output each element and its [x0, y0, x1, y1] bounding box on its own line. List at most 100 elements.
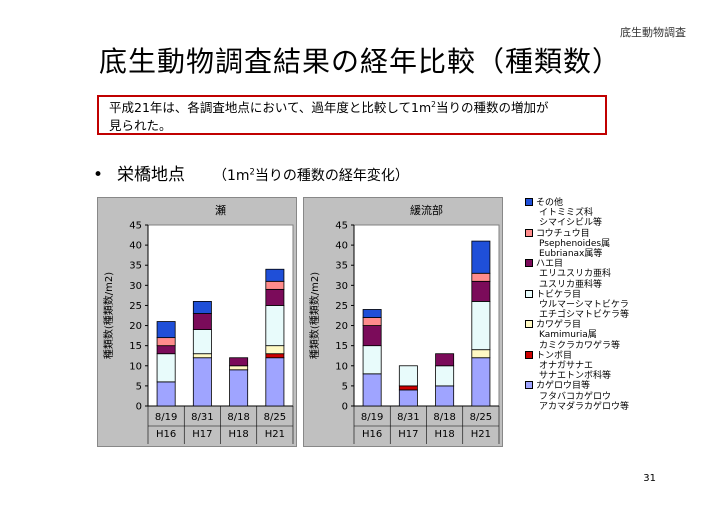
- year-label: H18: [435, 429, 455, 440]
- bar-segment-hae: [156, 345, 176, 355]
- chart-se: 瀬 0 5 10 15 20 25 30 35 40 45 種類数(種類数/m2) 8/19 H16 8/3…: [97, 197, 297, 447]
- bar-segment-tonbo: [398, 385, 418, 391]
- year-label: H18: [229, 429, 249, 440]
- bar-segment-kouchuu: [265, 280, 285, 290]
- legend-label: トビケラ目: [536, 289, 582, 300]
- legend-swatch: [525, 320, 533, 329]
- x-tick-label: 8/19: [155, 412, 177, 423]
- legend-item: エチゴシマトビケラ等: [539, 310, 630, 321]
- bar-segment-kouchuu: [156, 337, 176, 347]
- bar-segment-hae: [229, 357, 249, 367]
- bar-segment-hae: [192, 313, 212, 330]
- legend-swatch: [525, 259, 533, 268]
- legend-item: フタバコカゲロウ: [539, 391, 612, 402]
- legend-item: サナエトンボ科等: [539, 371, 612, 382]
- legend-item: エリユスリカ亜科: [539, 269, 612, 280]
- year-label: H17: [192, 429, 212, 440]
- y-tick-label: 45: [335, 221, 348, 232]
- chart-kanryubu: 緩流部 0 5 10 15 20 25 30 35 40 45 種類数(種類数/m2) 8/19 H16 8…: [303, 197, 503, 447]
- bar-segment-kagerou_sub: [435, 385, 455, 407]
- legend-item: カミクラカワゲラ等: [539, 340, 621, 351]
- chart-title: 緩流部: [410, 203, 443, 217]
- y-tick-label: 30: [129, 281, 142, 292]
- legend-swatch: [525, 381, 533, 390]
- bar-segment-kagerou: [229, 365, 249, 371]
- bar-segment-kagerou_sub: [471, 357, 491, 407]
- x-tick-label: 8/19: [361, 412, 383, 423]
- bar-segment-tobikera: [265, 305, 285, 347]
- y-tick-label: 0: [342, 402, 348, 413]
- bullet-marker: •: [93, 165, 104, 185]
- y-tick-label: 35: [129, 261, 142, 272]
- bar-segment-tonbo: [265, 353, 285, 359]
- chart-kanryubu-svg: 緩流部 0 5 10 15 20 25 30 35 40 45 種類数(種類数/m2) 8/19 H16 8…: [308, 203, 500, 444]
- legend-item: アカマダラカゲロウ等: [539, 401, 630, 412]
- legend-label: ハエ目: [536, 259, 564, 270]
- y-tick-label: 0: [136, 402, 142, 413]
- legend-entry: ハエ目: [525, 259, 629, 269]
- legend-entry: トンボ目: [525, 350, 629, 361]
- bar-segment-tobikera: [435, 365, 455, 387]
- y-tick-label: 15: [129, 341, 142, 352]
- x-tick-label: 8/18: [227, 412, 249, 423]
- legend-label: カワゲラ目: [536, 320, 582, 331]
- x-tick-label: 8/25: [470, 412, 492, 423]
- y-tick-label: 40: [129, 241, 142, 252]
- callout-text-after: 当りの種数の増加が: [435, 100, 549, 115]
- callout-superscript: 2: [431, 99, 436, 109]
- page-number: 31: [643, 473, 656, 484]
- subtitle-before: （1m: [213, 168, 250, 184]
- legend-swatch: [525, 228, 533, 237]
- legend-item: Eubrianax属等: [539, 248, 603, 259]
- legend-swatch: [525, 289, 533, 298]
- legend-entry: コウチュウ目: [525, 228, 629, 239]
- bar-segment-sonota: [192, 301, 212, 314]
- legend-swatch: [525, 350, 533, 359]
- year-label: H16: [362, 429, 382, 440]
- bar-segment-tobikera: [156, 353, 176, 383]
- bar-segment-kagerou: [471, 349, 491, 359]
- bar-segment-hae: [471, 280, 491, 302]
- legend-label: カゲロウ目等: [536, 381, 591, 392]
- bar-segment-tobikera: [192, 329, 212, 355]
- callout-text-before: 平成21年は、各調査地点において、過年度と比較して1m: [109, 100, 432, 115]
- subtitle-superscript: 2: [249, 166, 255, 177]
- bar-segment-sonota: [156, 321, 176, 339]
- site-label: 栄橋地点: [117, 165, 185, 185]
- bar-segment-kagerou_sub: [362, 373, 382, 407]
- bar-segment-kagerou_sub: [398, 389, 418, 407]
- legend-item: イトミミズ科: [539, 208, 594, 219]
- legend-label: トンボ目: [536, 350, 573, 361]
- x-tick-label: 8/18: [433, 412, 455, 423]
- header-tag: 底生動物調査: [620, 26, 686, 39]
- year-label: H21: [471, 429, 491, 440]
- y-tick-label: 30: [335, 281, 348, 292]
- y-tick-label: 10: [335, 361, 348, 372]
- bar-segment-kagerou_sub: [156, 381, 176, 407]
- chart-se-svg: 瀬 0 5 10 15 20 25 30 35 40 45 種類数(種類数/m2) 8/19 H16 8/3…: [102, 203, 294, 444]
- legend-item: Psephenoides属: [539, 238, 611, 249]
- y-tick-label: 5: [342, 381, 348, 392]
- legend-label: その他: [536, 198, 564, 208]
- chart-title: 瀬: [215, 203, 226, 217]
- legend-label: コウチュウ目: [536, 228, 590, 239]
- y-tick-label: 10: [129, 361, 142, 372]
- bar-segment-kagerou: [265, 345, 285, 355]
- legend-item: シマイシビル等: [539, 218, 603, 229]
- subtitle-after: 当りの種数の経年変化）: [254, 168, 409, 184]
- bar-segment-tobikera: [471, 301, 491, 351]
- year-label: H17: [398, 429, 418, 440]
- y-tick-label: 5: [136, 381, 142, 392]
- x-tick-label: 8/31: [397, 412, 419, 423]
- legend-swatch: [525, 198, 533, 206]
- bar-segment-tobikera: [398, 365, 418, 387]
- legend-entry: カゲロウ目等: [525, 381, 629, 391]
- y-tick-label: 15: [335, 341, 348, 352]
- bar-segment-kouchuu: [362, 317, 382, 326]
- legend-entry: カワゲラ目: [525, 320, 629, 330]
- bar-segment-kouchuu: [471, 272, 491, 282]
- legend: その他 イトミミズ科 シマイシビル等 コウチュウ目 Psephenoides属 Eubri…: [525, 198, 629, 412]
- bar-segment-tobikera: [362, 345, 382, 375]
- y-tick-label: 20: [335, 321, 348, 332]
- bar-segment-kagerou_sub: [229, 369, 249, 407]
